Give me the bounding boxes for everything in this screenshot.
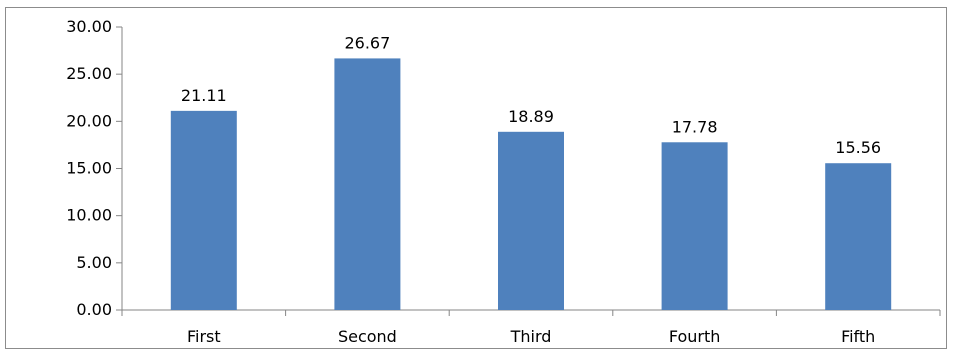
bar (334, 58, 401, 311)
bar (498, 131, 564, 310)
y-tick-label: 15.00 (66, 159, 112, 178)
y-tick-label: 30.00 (66, 17, 112, 36)
x-axis: First Second Third Fourth Fifth (121, 309, 941, 346)
bar (825, 163, 892, 310)
y-tick-label: 0.00 (76, 300, 112, 319)
bar-value-label: 18.89 (508, 107, 554, 126)
bar-value-label: 26.67 (344, 33, 390, 52)
bar-value-label: 21.11 (181, 86, 227, 105)
y-tick-label: 5.00 (76, 253, 112, 272)
bar (170, 110, 237, 310)
bar-series (170, 58, 892, 311)
y-tick-label: 10.00 (66, 206, 112, 225)
x-tick-label: First (187, 327, 221, 346)
data-labels: 21.11 26.67 18.89 17.78 15.56 (181, 33, 881, 157)
x-tick-label: Second (338, 327, 397, 346)
x-tick-label: Fifth (841, 327, 875, 346)
y-axis: 0.00 5.00 10.00 15.00 20.00 25.00 30.00 (66, 17, 123, 319)
bar-value-label: 15.56 (835, 138, 881, 157)
y-tick-label: 20.00 (66, 111, 112, 130)
chart-frame (5, 7, 947, 349)
bar-value-label: 17.78 (672, 117, 718, 136)
y-tick-label: 25.00 (66, 64, 112, 83)
bar (661, 142, 728, 310)
x-tick-label: Fourth (669, 327, 721, 346)
x-tick-label: Third (510, 327, 552, 346)
